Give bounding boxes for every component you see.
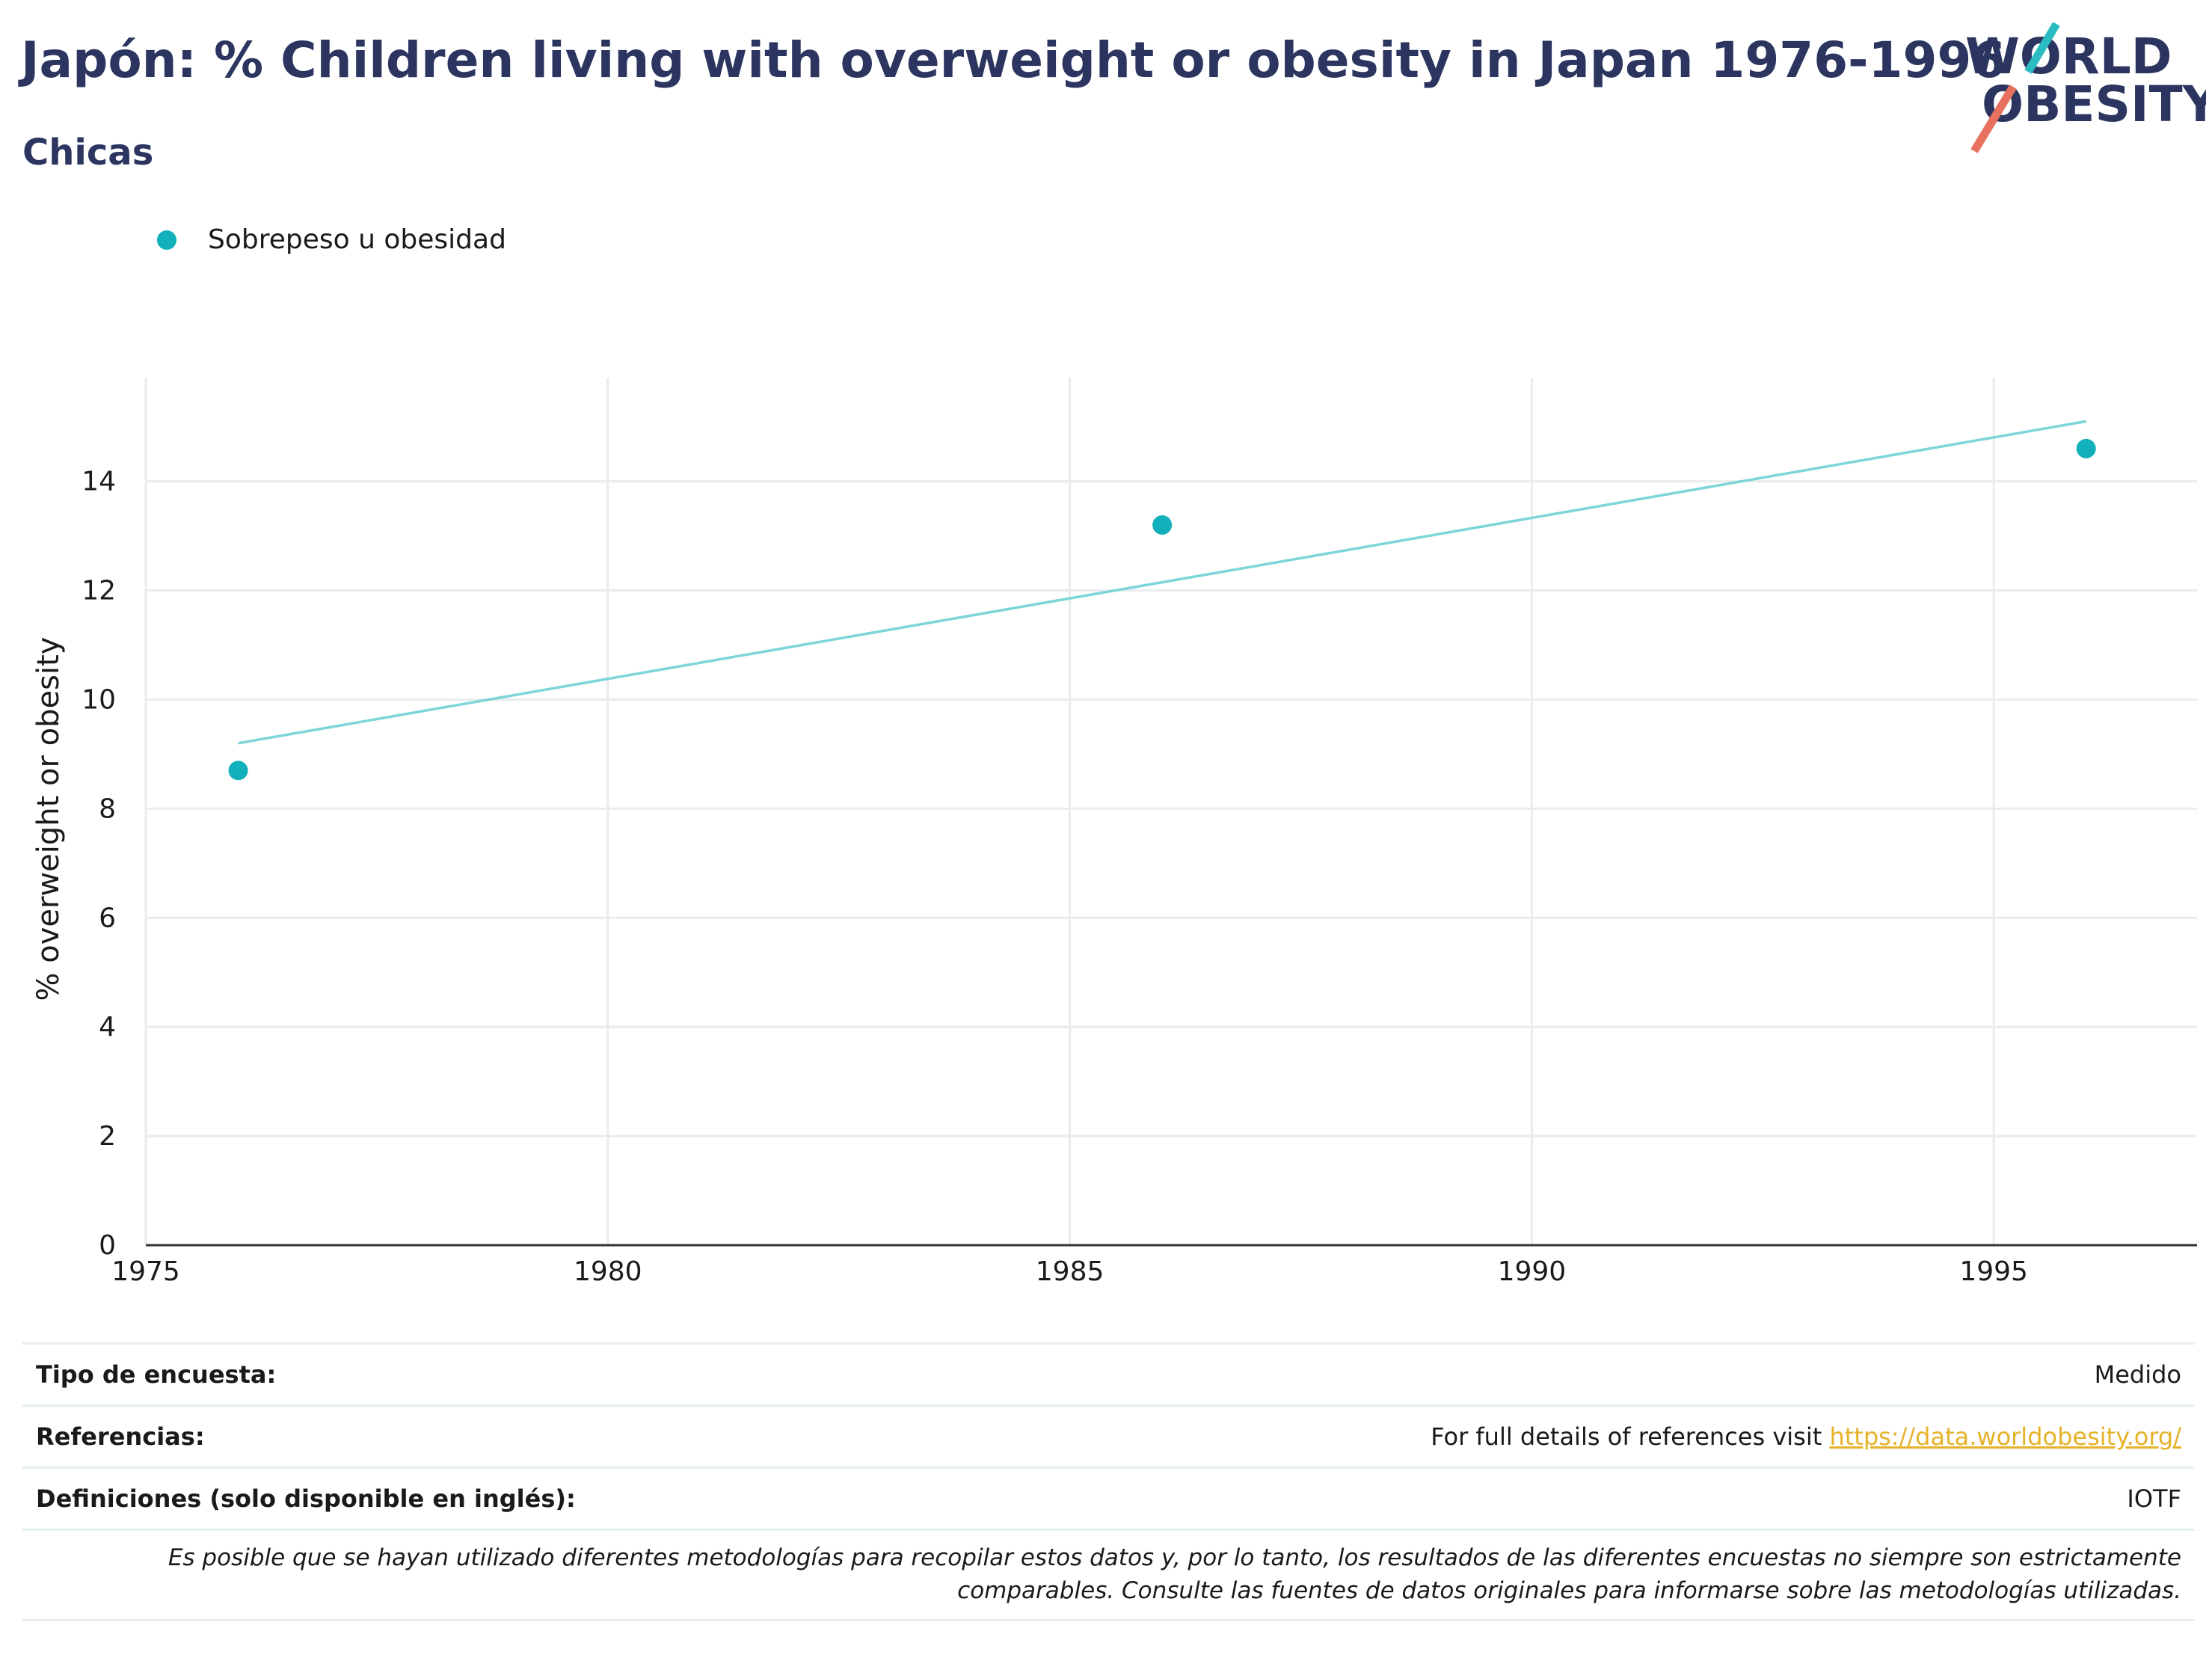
x-tick-label: 1980	[574, 1256, 642, 1286]
legend-marker	[157, 230, 176, 250]
y-tick-label: 2	[99, 1121, 116, 1152]
axes: 0 2 4 6 8 10 12 14 1975 1980 1985 1990 1995	[82, 467, 2197, 1286]
logo-word-obesity: OBESITY	[1982, 76, 2206, 133]
definitions-value: IOTF	[2127, 1484, 2181, 1513]
data-point	[2076, 438, 2096, 458]
x-tick-label: 1995	[1959, 1256, 2028, 1286]
x-tick-label: 1975	[111, 1256, 180, 1286]
y-axis-title: % overweight or obesity	[31, 637, 66, 1001]
y-tick-label: 14	[82, 467, 116, 497]
data-point	[228, 761, 248, 781]
references-value: For full details of references visit htt…	[1431, 1422, 2181, 1451]
y-tick-label: 0	[99, 1230, 116, 1261]
trend-line	[238, 420, 2087, 745]
definitions-label: Definiciones (solo disponible en inglés)…	[36, 1484, 576, 1513]
methodology-note-line-1: Es posible que se hayan utilizado difere…	[168, 1544, 2181, 1571]
chart-title: Japón: % Children living with overweight…	[21, 31, 2006, 89]
info-table: Tipo de encuesta: Medido Referencias: Fo…	[22, 1342, 2195, 1621]
survey-type-value: Medido	[2094, 1360, 2181, 1389]
legend: Sobrepeso u obesidad	[157, 224, 506, 255]
references-link[interactable]: https://data.worldobesity.org/	[1829, 1422, 2181, 1451]
chart-subtitle: Chicas	[22, 132, 154, 174]
y-tick-label: 8	[99, 793, 116, 824]
x-tick-label: 1990	[1498, 1256, 1567, 1286]
info-row-survey-type: Tipo de encuesta: Medido	[22, 1342, 2195, 1404]
data-point	[1152, 515, 1173, 535]
logo-teal-slash	[2024, 22, 2060, 74]
chart-plot: 0 2 4 6 8 10 12 14 1975 1980 1985 1990 1995 % overwe…	[31, 378, 2197, 1286]
x-tick-label: 1985	[1036, 1256, 1105, 1286]
y-tick-label: 12	[82, 576, 116, 607]
logo-coral-slash	[1970, 85, 2017, 153]
series-layer	[228, 420, 2096, 781]
legend-label: Sobrepeso u obesidad	[208, 224, 506, 255]
references-text: For full details of references visit	[1431, 1422, 1830, 1451]
references-label: Referencias:	[36, 1422, 205, 1451]
y-tick-label: 10	[82, 684, 116, 715]
logo-word-world: WORLD	[1965, 28, 2172, 85]
y-tick-label: 6	[99, 903, 116, 933]
methodology-note-line-2: comparables. Consulte las fuentes de dat…	[957, 1577, 2181, 1604]
survey-type-label: Tipo de encuesta:	[36, 1360, 277, 1389]
info-row-definitions: Definiciones (solo disponible en inglés)…	[22, 1467, 2195, 1529]
y-tick-label: 4	[99, 1012, 116, 1043]
grid-lines	[144, 378, 2197, 1245]
info-row-references: Referencias: For full details of referen…	[22, 1404, 2195, 1467]
world-obesity-logo: WORLD OBESITY	[1965, 22, 2206, 153]
methodology-note: Es posible que se hayan utilizado difere…	[22, 1529, 2195, 1621]
